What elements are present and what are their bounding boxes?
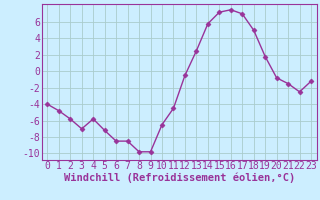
X-axis label: Windchill (Refroidissement éolien,°C): Windchill (Refroidissement éolien,°C) [64,173,295,183]
